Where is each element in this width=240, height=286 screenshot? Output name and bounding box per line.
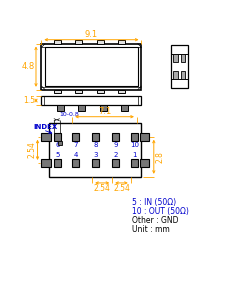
Bar: [75, 41, 82, 43]
Bar: [54, 90, 61, 93]
Bar: [92, 159, 99, 167]
Bar: [78, 105, 85, 111]
Bar: [131, 133, 138, 141]
Bar: [140, 159, 149, 167]
Text: 7.1: 7.1: [98, 107, 111, 116]
Bar: [54, 41, 61, 43]
Bar: [121, 105, 128, 111]
Bar: [118, 41, 125, 43]
Bar: [100, 105, 107, 111]
Text: 2: 2: [114, 152, 118, 158]
Bar: [49, 123, 141, 177]
Bar: [75, 90, 82, 93]
Bar: [112, 133, 119, 141]
Text: Unit : mm: Unit : mm: [132, 225, 170, 233]
Bar: [118, 90, 125, 93]
Text: 2.54: 2.54: [113, 184, 130, 193]
Bar: [41, 96, 141, 105]
Bar: [181, 54, 185, 62]
Bar: [54, 159, 61, 167]
Bar: [171, 45, 188, 88]
Text: 9: 9: [114, 142, 118, 148]
Text: 8: 8: [94, 142, 98, 148]
Bar: [181, 71, 185, 79]
Bar: [72, 159, 79, 167]
Bar: [41, 133, 51, 141]
Text: 5 : IN (50Ω): 5 : IN (50Ω): [132, 198, 176, 206]
Bar: [131, 159, 138, 167]
Text: 10 : OUT (50Ω): 10 : OUT (50Ω): [132, 207, 189, 216]
Bar: [173, 71, 178, 79]
Bar: [97, 90, 104, 93]
Bar: [45, 47, 138, 86]
Bar: [54, 133, 61, 141]
Text: 5: 5: [55, 152, 60, 158]
Text: 7: 7: [74, 142, 78, 148]
Bar: [58, 141, 62, 145]
Text: 2.54: 2.54: [94, 184, 111, 193]
Text: 2.54: 2.54: [28, 141, 37, 158]
Text: 2.8: 2.8: [155, 151, 164, 163]
Bar: [41, 159, 51, 167]
Text: 1.5: 1.5: [23, 96, 35, 105]
Text: INDEX: INDEX: [34, 124, 58, 130]
Bar: [41, 43, 141, 90]
Text: 3: 3: [94, 152, 98, 158]
Text: 4: 4: [74, 152, 78, 158]
Bar: [92, 133, 99, 141]
Text: 10: 10: [130, 142, 139, 148]
Bar: [112, 159, 119, 167]
Text: 9.1: 9.1: [85, 30, 98, 39]
Text: 10-0.8: 10-0.8: [59, 112, 79, 118]
Text: 1: 1: [132, 152, 137, 158]
Bar: [97, 41, 104, 43]
Bar: [173, 54, 178, 62]
Text: 4.8: 4.8: [22, 62, 35, 71]
Bar: [57, 105, 64, 111]
Text: 6: 6: [55, 142, 60, 148]
Bar: [72, 133, 79, 141]
Text: Other : GND: Other : GND: [132, 216, 179, 225]
Bar: [140, 133, 149, 141]
